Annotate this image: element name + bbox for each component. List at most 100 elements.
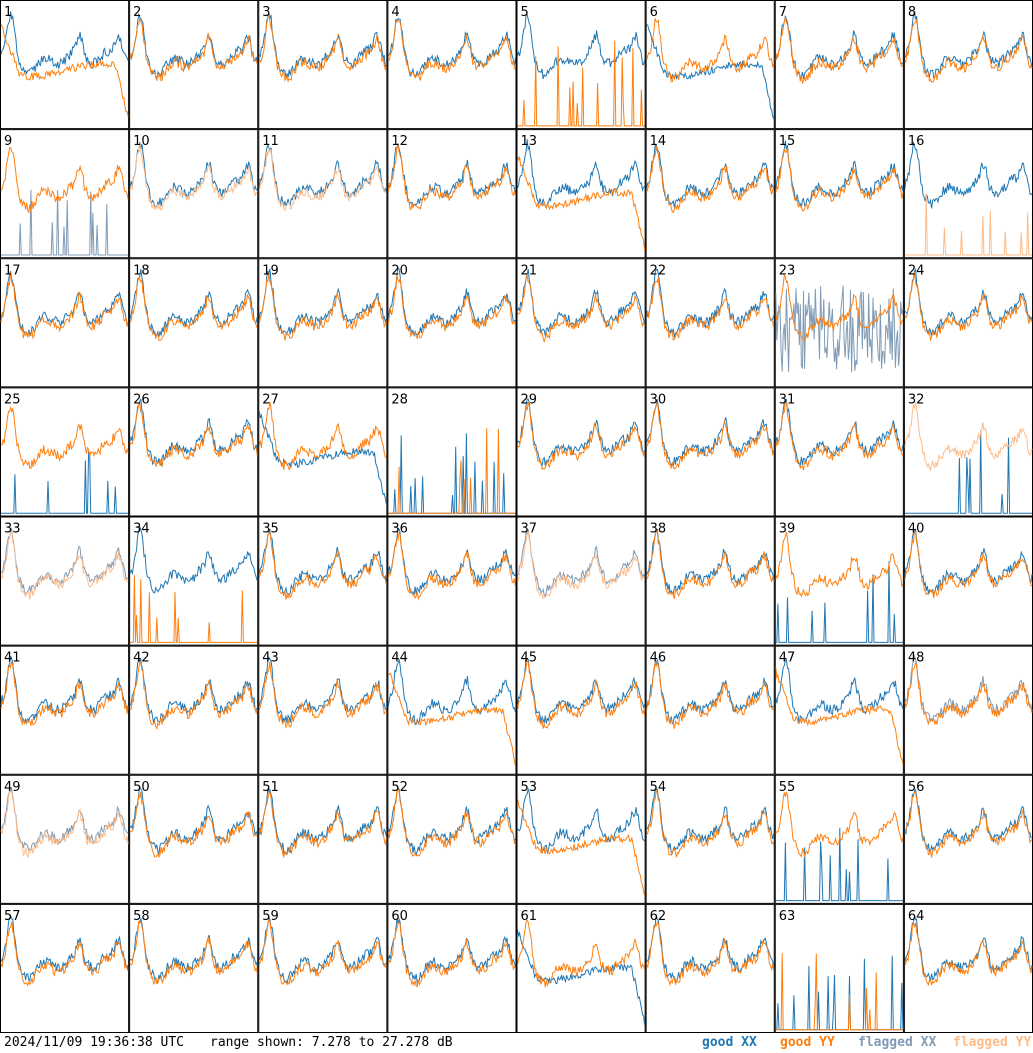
panel-46: 46 [645, 645, 775, 775]
trace-xx-panel-13 [517, 139, 645, 209]
trace-yy-panel-32 [904, 402, 1033, 472]
trace-xx-panel-34 [129, 525, 258, 594]
trace-yy-panel-4 [388, 18, 516, 82]
trace-yy-panel-45 [517, 658, 646, 729]
panel-label: 7 [779, 5, 787, 20]
trace-yy-panel-11 [258, 147, 387, 212]
panel-27: 27 [258, 387, 388, 517]
trace-yy-panel-35 [258, 530, 387, 600]
trace-xx-panel-54 [646, 788, 775, 855]
panel-frame [258, 516, 388, 646]
panel-label: 17 [4, 263, 21, 278]
panel-label: 31 [779, 392, 796, 407]
panel-55: 55 [774, 774, 904, 904]
panel-label: 45 [521, 651, 538, 666]
trace-xx-panel-55 [775, 827, 903, 902]
trace-yy-panel-8 [904, 18, 1033, 83]
panel-23: 23 [774, 258, 904, 388]
panel-42: 42 [129, 645, 259, 775]
panel-frame [516, 645, 646, 775]
trace-xx-panel-61 [517, 929, 646, 1025]
panel-12: 12 [387, 129, 517, 259]
panel-18: 18 [129, 258, 259, 388]
trace-yy-panel-37 [517, 531, 645, 600]
panel-63: 63 [774, 903, 904, 1033]
trace-xx-panel-5 [517, 13, 646, 80]
panel-label: 49 [4, 780, 21, 795]
panel-32: 32 [903, 387, 1033, 517]
trace-yy-panel-39 [775, 532, 904, 598]
trace-yy-panel-61 [517, 919, 646, 988]
panel-label: 63 [779, 909, 796, 924]
panel-label: 3 [262, 5, 270, 20]
trace-yy-panel-34 [130, 575, 258, 643]
trace-yy-panel-47 [775, 667, 904, 765]
trace-yy-panel-43 [258, 661, 387, 729]
trace-yy-panel-48 [904, 660, 1033, 725]
panel-frame [774, 258, 904, 388]
panel-label: 62 [650, 909, 667, 924]
trace-xx-panel-24 [904, 267, 1033, 337]
trace-xx-panel-46 [646, 659, 774, 725]
trace-yy-panel-28 [388, 428, 516, 514]
panel-label: 42 [133, 651, 150, 666]
trace-xx-panel-1 [0, 11, 129, 75]
panel-label: 4 [391, 5, 399, 20]
panel-frame [0, 903, 130, 1033]
panel-20: 20 [387, 258, 517, 388]
legend-good-xx: good XX [702, 1035, 757, 1050]
panel-21: 21 [516, 258, 646, 388]
panel-frame [0, 645, 130, 775]
trace-xx-panel-41 [0, 655, 129, 725]
panel-label: 12 [391, 134, 408, 149]
trace-yy-panel-15 [775, 147, 904, 212]
trace-yy-panel-60 [387, 920, 516, 988]
trace-yy-panel-58 [129, 920, 258, 986]
panel-label: 32 [908, 392, 925, 407]
panel-37: 37 [516, 516, 646, 646]
panel-35: 35 [258, 516, 388, 646]
trace-yy-panel-22 [646, 276, 775, 342]
trace-yy-panel-40 [904, 531, 1033, 598]
panel-label: 29 [521, 392, 538, 407]
trace-xx-panel-21 [517, 268, 646, 337]
trace-yy-panel-2 [129, 18, 258, 82]
trace-yy-panel-33 [0, 530, 129, 600]
panel-label: 16 [908, 134, 925, 149]
panel-24: 24 [903, 258, 1033, 388]
panel-label: 5 [521, 5, 529, 20]
trace-yy-panel-31 [775, 401, 904, 471]
panel-57: 57 [0, 903, 130, 1033]
trace-yy-panel-44 [388, 672, 516, 767]
panel-frame [774, 387, 904, 517]
panel-label: 10 [133, 134, 150, 149]
trace-yy-panel-63 [775, 953, 903, 1031]
panel-26: 26 [129, 387, 259, 517]
trace-yy-panel-24 [904, 272, 1033, 342]
panel-label: 61 [521, 909, 538, 924]
panel-frame [129, 0, 259, 130]
panel-14: 14 [645, 129, 775, 259]
trace-yy-panel-17 [0, 272, 129, 340]
legend-flagged-xx: flagged XX [858, 1035, 937, 1050]
trace-yy-panel-49 [0, 790, 129, 858]
panel-label: 23 [779, 263, 796, 278]
trace-yy-panel-62 [646, 921, 775, 987]
panel-47: 47 [774, 645, 904, 775]
panel-frame [774, 903, 904, 1033]
panel-label: 14 [650, 134, 667, 149]
panel-25: 25 [0, 387, 130, 517]
panel-34: 34 [129, 516, 259, 646]
trace-yy-panel-21 [517, 273, 646, 344]
panel-label: 56 [908, 780, 925, 795]
panel-label: 46 [650, 651, 667, 666]
trace-yy-panel-7 [775, 16, 904, 84]
panel-3: 3 [258, 0, 388, 130]
panel-11: 11 [258, 129, 388, 259]
trace-yy-panel-19 [258, 273, 387, 341]
trace-yy-panel-36 [387, 531, 516, 601]
panel-label: 54 [650, 780, 667, 795]
panel-frame [903, 0, 1033, 130]
panel-39: 39 [774, 516, 904, 646]
panel-8: 8 [903, 0, 1033, 130]
